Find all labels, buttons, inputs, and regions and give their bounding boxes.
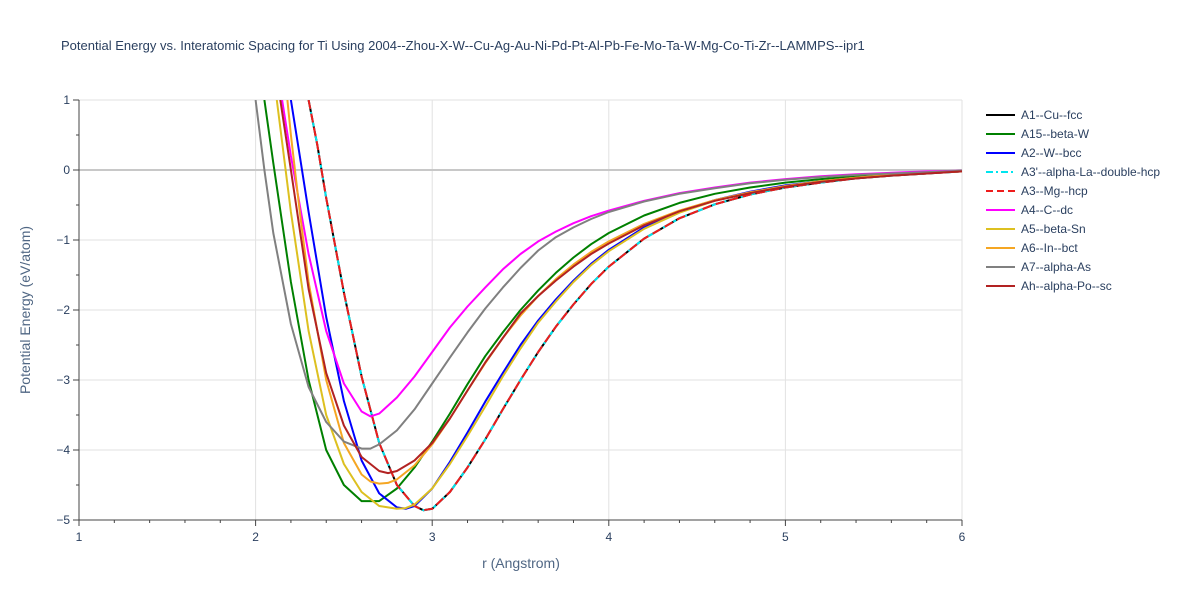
legend-label: A1--Cu--fcc: [1021, 108, 1082, 122]
legend-label: A2--W--bcc: [1021, 146, 1081, 160]
legend-label: A6--In--bct: [1021, 241, 1078, 255]
series-line-7: [286, 100, 962, 485]
series-line-4: [307, 100, 962, 512]
x-tick-label: 1: [76, 530, 83, 544]
x-axis-title: r (Angstrom): [482, 555, 560, 571]
legend-label: A3--Mg--hcp: [1021, 184, 1088, 198]
series-line-1: [263, 100, 962, 503]
legend-label: A5--beta-Sn: [1021, 222, 1086, 236]
y-tick-label: −2: [56, 303, 70, 317]
y-tick-label: −4: [56, 443, 70, 457]
legend-label: A3'--alpha-La--double-hcp: [1021, 165, 1160, 179]
legend-label: A15--beta-W: [1021, 127, 1090, 141]
y-axis-title: Potential Energy (eV/atom): [17, 226, 33, 394]
legend-label: A7--alpha-As: [1021, 260, 1091, 274]
tick-labels: 1 2 3 4 5 6 1 0 −1 −2 −3 −4 −5: [56, 93, 965, 544]
x-tick-label: 4: [605, 530, 612, 544]
series-line-6: [275, 100, 962, 510]
x-tick-label: 2: [252, 530, 259, 544]
y-tick-label: 1: [63, 93, 70, 107]
series-layer: [254, 100, 962, 512]
series-line-0: [307, 100, 962, 512]
series-line-9: [279, 100, 962, 475]
y-tick-label: −3: [56, 373, 70, 387]
series-line-8: [254, 100, 962, 450]
y-tick-label: −1: [56, 233, 70, 247]
legend-label: A4--C--dc: [1021, 203, 1073, 217]
y-tick-label: 0: [63, 163, 70, 177]
y-tick-label: −5: [56, 513, 70, 527]
x-tick-label: 3: [429, 530, 436, 544]
series-line-2: [289, 100, 962, 510]
series-line-3: [307, 100, 962, 512]
x-tick-label: 6: [959, 530, 966, 544]
legend: A1--Cu--fcc A15--beta-W A2--W--bcc A3'--alp…: [986, 108, 1160, 293]
chart-title: Potential Energy vs. Interatomic Spacing…: [61, 38, 865, 53]
x-tick-label: 5: [782, 530, 789, 544]
axes: [73, 99, 963, 526]
series-line-5: [281, 100, 962, 418]
legend-label: Ah--alpha-Po--sc: [1021, 279, 1112, 293]
